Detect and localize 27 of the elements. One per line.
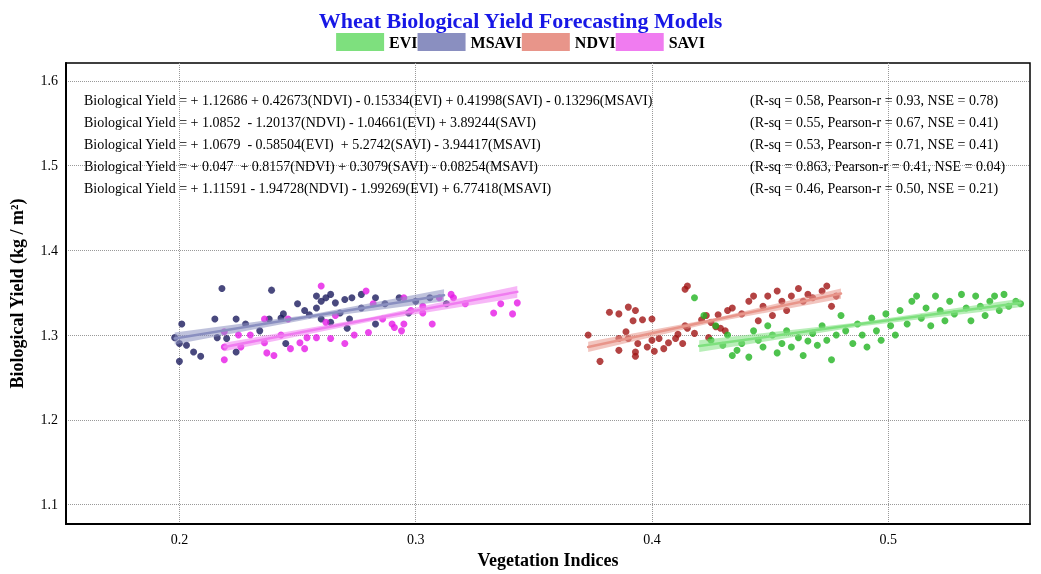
annotation: Biological Yield = + 0.047 + 0.8157(NDVI) + 0.3079(SAVI) - 0.08254(MSAVI)	[84, 158, 539, 175]
legend-label: NDVI	[574, 33, 616, 51]
annotation: (R-sq = 0.863, Pearson-r = 0.41, NSE = 0.04)	[750, 158, 1006, 175]
chart-title: Wheat Biological Yield Forecasting Models	[318, 7, 723, 33]
y-tick-label: 1.2	[40, 412, 58, 428]
legend-label: SAVI	[668, 33, 705, 51]
annotation: (R-sq = 0.46, Pearson-r = 0.50, NSE = 0.21)	[750, 180, 999, 197]
annotation: (R-sq = 0.55, Pearson-r = 0.67, NSE = 0.41)	[750, 114, 999, 131]
annotation: Biological Yield = + 1.0852 - 1.20137(NDVI) - 1.04661(EVI) + 3.89244(SAVI)	[84, 114, 537, 131]
y-tick-label: 1.1	[40, 497, 58, 513]
annotation: Biological Yield = + 1.11591 - 1.94728(NDVI) - 1.99269(EVI) + 6.77418(MSAVI)	[84, 180, 552, 197]
x-tick-label: 0.4	[643, 531, 661, 547]
y-tick-label: 1.3	[40, 327, 58, 343]
annotation: Biological Yield = + 1.12686 + 0.42673(NDVI) - 0.15334(EVI) + 0.41998(SAVI) - 0.13296(MSAVI)	[84, 92, 653, 109]
annotation: Biological Yield = + 1.0679 - 0.58504(EVI) + 5.2742(SAVI) - 3.94417(MSAVI)	[84, 136, 541, 153]
annotation: (R-sq = 0.58, Pearson-r = 0.93, NSE = 0.78)	[750, 92, 999, 109]
y-tick-label: 1.4	[40, 242, 58, 258]
annotation: (R-sq = 0.53, Pearson-r = 0.71, NSE = 0.41)	[750, 136, 999, 153]
y-tick-label: 1.6	[40, 73, 58, 89]
legend-label: MSAVI	[470, 33, 522, 51]
x-tick-label: 0.5	[879, 531, 897, 547]
y-tick-label: 1.5	[40, 158, 58, 174]
y-axis-title: Biological Yield (kg / m²)	[7, 198, 28, 389]
legend-label: EVI	[389, 33, 418, 51]
x-tick-label: 0.2	[170, 531, 189, 547]
x-axis-title: Vegetation Indices	[477, 550, 619, 570]
x-tick-label: 0.3	[406, 531, 425, 547]
